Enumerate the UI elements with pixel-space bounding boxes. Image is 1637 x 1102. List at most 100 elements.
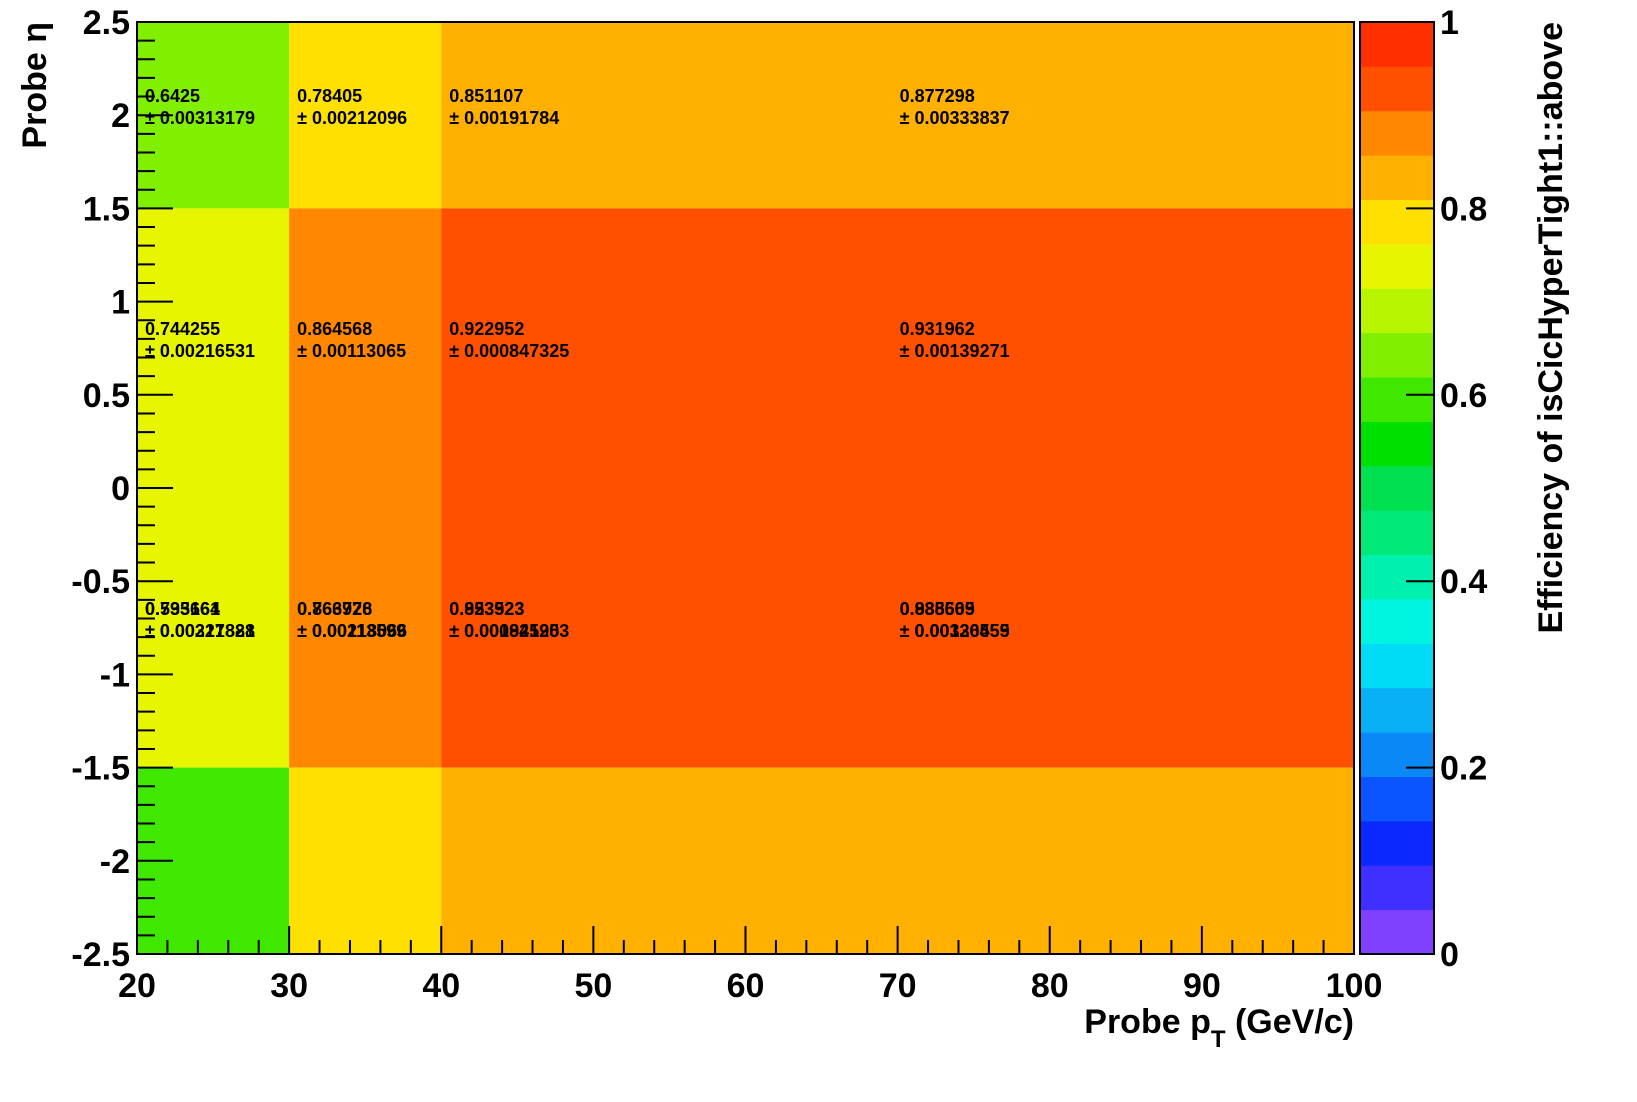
color-scale-segment [1360,421,1434,467]
cell-value-label: 0.735664 [145,599,220,619]
cell-error-label: ± 0.00333837 [900,108,1010,128]
cell-value-label: 0.766778 [297,599,372,619]
x-tick-label: 30 [270,967,308,1005]
heatmap-cell [289,767,442,954]
color-scale-segment [1360,598,1434,644]
cell-error-label: ± 0.00320459 [900,621,1010,641]
axis-ticks [136,21,1355,955]
cell-error-label: ± 0.00113065 [297,341,406,361]
color-scale-segment [1360,510,1434,556]
y-tick-label: 2.5 [83,4,130,42]
heatmap-cell [137,208,290,488]
cell-value-label: 0.864568 [297,319,372,339]
heatmap-cells [137,22,1354,954]
cell-value-label: 0.863926 [297,599,372,619]
x-tick-label: 40 [422,967,460,1005]
cell-error-label: ± 0.000845903 [449,621,569,641]
y-tick-label: 1.5 [83,190,130,228]
z-axis-title: Efficiency of isCicHyperTight1::above [1532,22,1570,634]
color-scale-segment [1360,776,1434,822]
y-tick-label: -2.5 [71,936,130,974]
y-tick-label: 1 [111,284,130,322]
heatmap-cell [289,208,442,488]
cell-error-label: ± 0.00217821 [145,621,255,641]
z-tick-label: 0.6 [1440,377,1487,415]
z-tick-label: 1 [1440,4,1459,42]
x-axis-title-sub: T [1211,1026,1226,1053]
cell-error-label: ± 0.000847325 [449,341,569,361]
cell-error-label: ± 0.00191784 [449,108,559,128]
x-axis-title: Probe pT (GeV/c) [1084,1003,1354,1053]
cell-value-label: 0.851107 [449,86,523,106]
heatmap-cell [289,488,442,768]
cell-value-label: 0.593161 [145,599,220,619]
color-scale-segment [1360,643,1434,689]
cell-value-label: 0.888569 [900,599,975,619]
cell-error-label: ± 0.00139271 [900,341,1010,361]
color-scale-frame [1359,21,1435,955]
x-tick-label: 100 [1326,967,1383,1005]
cell-labels: 0.6425± 0.00313179 0.78405± 0.00212096 0.8… [145,86,1010,641]
x-tick-label: 20 [118,967,156,1005]
color-scale-segment [1360,155,1434,201]
x-tick-label: 50 [574,967,612,1005]
y-tick-label: 0.5 [83,377,130,415]
y-axis-title: Probe η [16,22,54,149]
heatmap-cell [441,208,1354,488]
y-tick-label: 0 [111,470,130,508]
z-tick-label: 0.2 [1440,750,1487,788]
cell-value-label: 0.78405 [297,86,362,106]
cell-error-label: ± 0.00212096 [297,108,407,128]
heatmap-cell [441,22,1354,209]
color-scale-segment [1360,732,1434,777]
color-scale-segment [1360,687,1434,733]
color-scale-segment [1360,332,1434,378]
color-scale: 0 0.2 0.4 0.6 0.8 1 [1359,4,1487,974]
cell-value-label: 0.922952 [449,319,524,339]
tick-labels: 20 30 40 50 60 70 80 90 100 -2.5 -2 -1.5 -1 -0.5 0 0.5 1… [71,4,1382,1005]
color-scale-segment [1360,909,1434,955]
cell-error-label: ± 0.00192125 [449,621,559,641]
heatmap-cell [441,488,1354,768]
cell-value-label: 0.923923 [449,599,524,619]
x-tick-label: 80 [1031,967,1069,1005]
heatmap-cell [441,767,1354,954]
color-scale-segment [1360,243,1434,289]
x-axis-title-main: Probe p [1084,1003,1211,1041]
x-axis-title-unit: (GeV/c) [1226,1003,1354,1041]
cell-error-label: ± 0.00313179 [145,108,255,128]
color-scale-segment [1360,66,1434,112]
y-tick-label: -1.5 [71,750,130,788]
color-scale-segment [1360,465,1434,511]
cell-value-label: 0.6425 [145,86,200,106]
cell-value-label: 0.744255 [145,319,220,339]
cell-error-label: ± 0.00113599 [297,621,406,641]
cell-error-label: ± 0.00136555 [900,621,1010,641]
y-tick-label: -2 [100,843,130,881]
cell-value-label: 0.935605 [900,599,975,619]
color-scale-segment [1360,377,1434,422]
heatmap-cell [289,22,442,209]
cell-error-label: ± 0.00218066 [297,621,407,641]
z-tick-label: 0 [1440,936,1459,974]
color-scale-segment [1360,820,1434,866]
y-tick-label: -1 [100,656,130,694]
color-scale-segment [1360,199,1434,245]
x-tick-label: 90 [1183,967,1221,1005]
y-tick-label: 2 [111,97,130,135]
heatmap-cell [137,488,290,768]
cell-value-label: 0.931962 [900,319,975,339]
color-scale-segment [1360,554,1434,600]
cell-error-label: ± 0.00216531 [145,341,255,361]
color-scale-segment [1360,22,1434,67]
x-tick-label: 70 [879,967,917,1005]
cell-error-label: ± 0.00321888 [145,621,255,641]
y-tick-label: -0.5 [71,563,130,601]
cell-value-label: 0.853523 [449,599,524,619]
cell-value-label: 0.877298 [900,86,975,106]
color-scale-segment [1360,288,1434,334]
color-scale-segment [1360,865,1434,911]
z-tick-label: 0.8 [1440,190,1487,228]
x-tick-label: 60 [727,967,765,1005]
